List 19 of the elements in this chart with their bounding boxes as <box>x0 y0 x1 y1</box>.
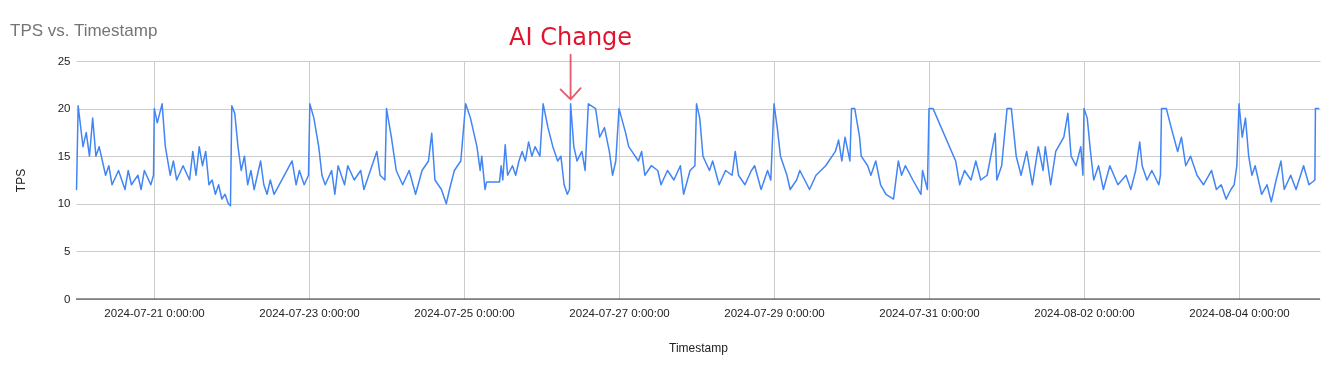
x-tick-label: 2024-07-29 0:00:00 <box>724 306 825 319</box>
x-axis-title: Timestamp <box>669 341 729 355</box>
y-tick-label: 25 <box>57 54 71 67</box>
y-tick-label: 5 <box>64 244 71 257</box>
x-tick-label: 2024-07-31 0:00:00 <box>879 306 980 319</box>
x-tick-label: 2024-08-04 0:00:00 <box>1189 306 1290 319</box>
line-series <box>75 103 1320 207</box>
y-tick-label: 15 <box>57 149 71 162</box>
y-tick-label: 10 <box>57 197 71 210</box>
chart-title: TPS vs. Timestamp <box>10 21 158 41</box>
y-tick-label: 20 <box>57 102 71 115</box>
x-tick-label: 2024-07-21 0:00:00 <box>104 306 205 319</box>
y-tick-label: 0 <box>64 292 71 305</box>
x-tick-label: 2024-07-23 0:00:00 <box>259 306 360 319</box>
x-tick-label: 2024-08-02 0:00:00 <box>1034 306 1135 319</box>
x-tick-label: 2024-07-27 0:00:00 <box>569 306 670 319</box>
x-tick-label: 2024-07-25 0:00:00 <box>414 306 515 319</box>
annotation: AI Change <box>509 23 633 52</box>
y-axis-title: TPS <box>13 168 28 193</box>
